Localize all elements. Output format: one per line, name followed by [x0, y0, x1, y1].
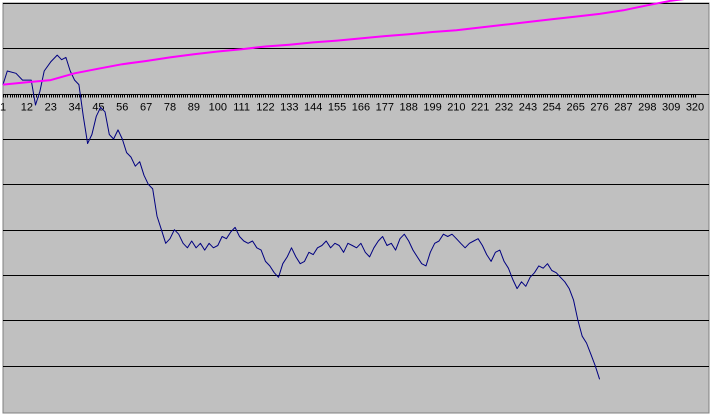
x-tick-label: 276	[590, 102, 608, 114]
x-axis: 1 12 23 34 45 56 67 78 89 100 111 122 133 144 155 166 17…	[0, 94, 709, 114]
x-tick-label: 133	[280, 102, 298, 114]
series-line-2	[2, 0, 685, 86]
x-tick-label: 320	[686, 102, 704, 114]
x-tick-label: 199	[423, 102, 441, 114]
x-tick-label: 155	[328, 102, 346, 114]
x-tick-label: 287	[614, 102, 632, 114]
x-tick-label: 45	[92, 102, 104, 114]
x-tick-label: 265	[567, 102, 585, 114]
x-tick-label: 78	[164, 102, 176, 114]
x-tick-label: 111	[233, 102, 250, 114]
x-tick-label: 232	[495, 102, 513, 114]
x-tick-label: 34	[68, 102, 80, 114]
x-tick-label: 89	[188, 102, 200, 114]
series-line-1	[2, 54, 601, 380]
gridlines	[3, 3, 709, 367]
x-tick-label: 309	[662, 102, 680, 114]
series-layer	[2, 0, 685, 380]
x-tick-label: 221	[471, 102, 489, 114]
x-tick-label: 67	[140, 102, 152, 114]
x-tick-label: 177	[376, 102, 394, 114]
x-tick-label: 210	[447, 102, 465, 114]
x-tick-label: 56	[116, 102, 128, 114]
x-tick-label: 144	[304, 102, 322, 114]
x-tick-label: 254	[543, 102, 561, 114]
x-tick-label: 23	[45, 102, 57, 114]
x-tick-label: 122	[256, 102, 274, 114]
x-tick-label: 188	[399, 102, 417, 114]
x-tick-label: 1	[0, 102, 6, 114]
x-tick-label: 12	[21, 102, 33, 114]
x-tick-label: 243	[519, 102, 537, 114]
x-tick-label: 166	[352, 102, 370, 114]
x-tick-label: 298	[638, 102, 656, 114]
x-tick-label: 100	[209, 102, 227, 114]
